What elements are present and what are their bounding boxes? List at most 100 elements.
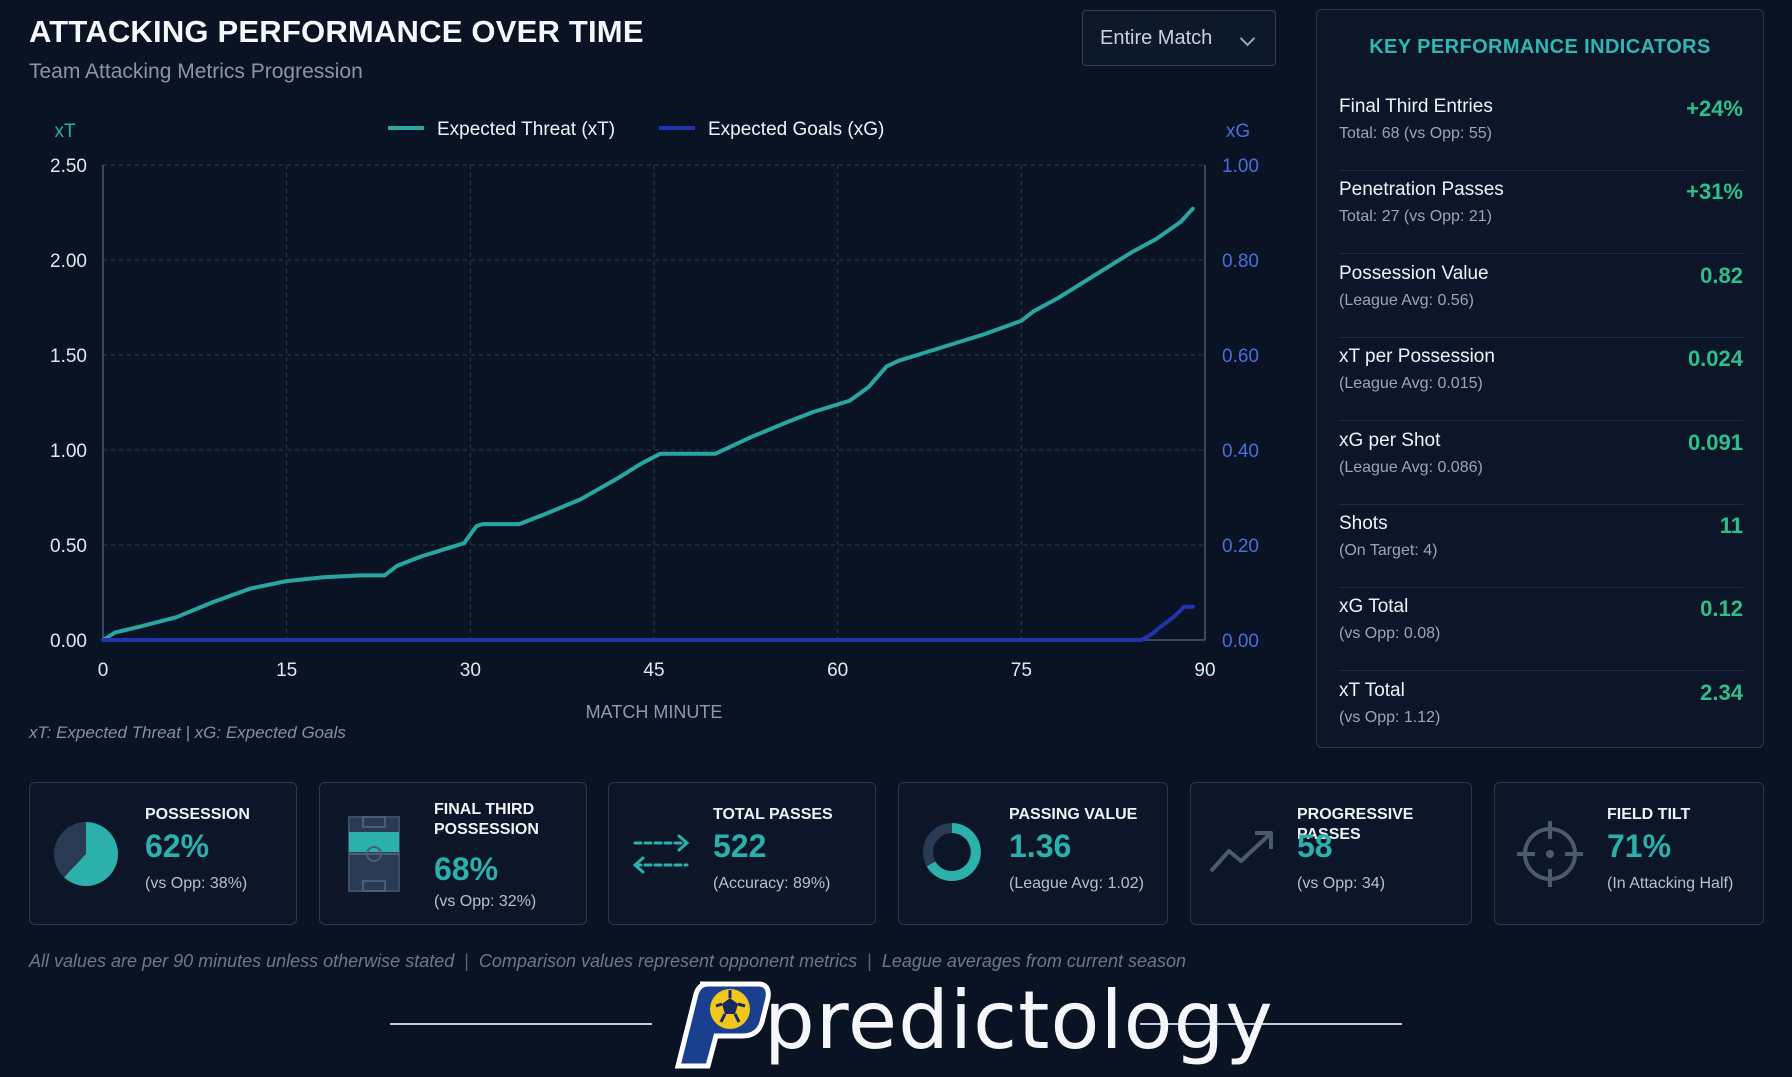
kpi-name: xG Total: [1339, 596, 1409, 618]
y-right-tick-label: 0.20: [1222, 536, 1259, 557]
attacking-line-chart: 0 15 30 45 60 75 90 0.00 0.50 1.00 1.50 2.00 2.50 0.0…: [50, 119, 1259, 722]
stat-label: FINAL THIRD POSSESSION: [434, 801, 539, 838]
pitch-icon: [348, 816, 400, 897]
stat-value: 522: [713, 828, 767, 864]
y-right-tick-label: 1.00: [1222, 156, 1259, 177]
y-left-tick-label: 0.50: [50, 536, 87, 557]
x-tick-label: 0: [98, 660, 109, 681]
y-right-axis-title: xG: [1226, 121, 1250, 142]
brand-divider-right: [1140, 1023, 1402, 1025]
footer-note: All values are per 90 minutes unless oth…: [29, 951, 1186, 971]
kpi-sub: (League Avg: 0.56): [1339, 291, 1474, 309]
x-tick-label: 75: [1011, 660, 1032, 681]
kpi-sub: (League Avg: 0.015): [1339, 375, 1483, 393]
x-tick-label: 90: [1194, 660, 1215, 681]
stat-value: 58: [1297, 828, 1333, 864]
kpi-panel: KEY PERFORMANCE INDICATORS Final Third E…: [1316, 9, 1764, 748]
trend-icon: [1207, 827, 1277, 882]
period-dropdown-value: Entire Match: [1100, 26, 1213, 49]
stat-card-total-passes: TOTAL PASSES 522 (Accuracy: 89%): [608, 782, 876, 925]
y-left-axis-title: xT: [54, 121, 76, 142]
kpi-name: xT Total: [1339, 679, 1405, 701]
kpi-panel-title: KEY PERFORMANCE INDICATORS: [1369, 36, 1711, 58]
stat-sub: (vs Opp: 38%): [145, 875, 248, 892]
x-tick-label: 15: [276, 660, 297, 681]
pie-icon: [52, 820, 120, 893]
stat-sub: (vs Opp: 34): [1297, 875, 1386, 892]
y-left-tick-label: 2.50: [50, 156, 87, 177]
kpi-name: Possession Value: [1339, 262, 1489, 284]
kpi-row: Possession Value (League Avg: 0.56) 0.82: [1339, 254, 1743, 338]
stat-card-progressive-passes: PROGRESSIVE PASSES 58 (vs Opp: 34): [1190, 782, 1472, 925]
kpi-sub: (On Target: 4): [1339, 542, 1438, 559]
legend-label: Expected Goals (xG): [708, 119, 884, 140]
kpi-value: 0.82: [1700, 262, 1743, 288]
stat-value: 71%: [1607, 828, 1672, 864]
stat-value: 1.36: [1009, 828, 1072, 864]
stat-label: FIELD TILT: [1607, 806, 1691, 823]
kpi-row: Penetration Passes Total: 27 (vs Opp: 21)…: [1339, 170, 1743, 255]
x-axis-title: MATCH MINUTE: [586, 702, 723, 722]
kpi-row: xT per Possession (League Avg: 0.015) 0.02…: [1339, 337, 1743, 422]
stat-label: TOTAL PASSES: [713, 806, 833, 823]
kpi-name: Shots: [1339, 513, 1388, 534]
stat-card-field-tilt: FIELD TILT 71% (In Attacking Half): [1494, 782, 1764, 925]
kpi-row: Shots (On Target: 4) 11: [1339, 504, 1743, 588]
kpi-row: xG per Shot (League Avg: 0.086) 0.091: [1339, 421, 1743, 505]
footer-note-1: All values are per 90 minutes unless oth…: [29, 951, 455, 971]
stat-card-final-third-possession: FINAL THIRD POSSESSION 68% (vs Opp: 32%): [319, 782, 587, 925]
kpi-sub: (League Avg: 0.086): [1339, 458, 1483, 476]
y-left-tick-label: 0.00: [50, 631, 87, 652]
kpi-row: xT Total (vs Opp: 1.12) 2.34: [1339, 671, 1743, 754]
kpi-name: xG per Shot: [1339, 429, 1441, 451]
arrows-icon: [629, 829, 693, 884]
stat-label: PROGRESSIVE PASSES: [1297, 806, 1414, 843]
kpi-value: 11: [1719, 513, 1743, 538]
y-left-tick-label: 1.50: [50, 346, 87, 367]
stat-card-passing-value: PASSING VALUE 1.36 (League Avg: 1.02): [898, 782, 1168, 925]
kpi-sub: (vs Opp: 0.08): [1339, 625, 1441, 643]
stat-card-possession: POSSESSION 62% (vs Opp: 38%): [29, 782, 297, 925]
page-title: ATTACKING PERFORMANCE OVER TIME: [29, 14, 644, 49]
kpi-sub: (vs Opp: 1.12): [1339, 708, 1441, 726]
kpi-value: 0.091: [1687, 429, 1743, 455]
legend-label: Expected Threat (xT): [437, 119, 615, 140]
predictology-ball-icon: [674, 981, 771, 1069]
kpi-value: 0.12: [1700, 596, 1743, 622]
brand-name: predictology: [764, 974, 1274, 1067]
y-right-tick-label: 0.60: [1222, 346, 1259, 367]
xt-series-line: [101, 206, 1195, 642]
y-right-tick-label: 0.80: [1222, 251, 1259, 272]
stat-sub: (In Attacking Half): [1607, 875, 1734, 892]
crosshair-icon: [1515, 819, 1585, 894]
brand-divider-left: [390, 1023, 652, 1025]
kpi-row: xG Total (vs Opp: 0.08) 0.12: [1339, 587, 1743, 672]
footer-note-2: Comparison values represent opponent met…: [478, 951, 858, 971]
stat-sub: (League Avg: 1.02): [1009, 875, 1144, 892]
xg-series-line: [101, 604, 1195, 642]
y-left-tick-label: 2.00: [50, 251, 87, 272]
kpi-row: Final Third Entries Total: 68 (vs Opp: 55…: [1339, 87, 1743, 171]
ring-icon: [921, 821, 983, 888]
stat-sub: (vs Opp: 32%): [434, 893, 537, 910]
stat-value: 68%: [434, 851, 499, 887]
x-tick-label: 30: [460, 660, 481, 681]
x-tick-label: 45: [643, 660, 664, 681]
stat-label: POSSESSION: [145, 806, 250, 823]
kpi-name: Penetration Passes: [1339, 179, 1504, 201]
page-subtitle: Team Attacking Metrics Progression: [29, 60, 363, 83]
chart-footnote: xT: Expected Threat | xG: Expected Goals: [29, 723, 346, 742]
y-right-tick-label: 0.40: [1222, 441, 1259, 462]
footer-note-3: League averages from current season: [881, 951, 1186, 971]
kpi-name: Final Third Entries: [1339, 96, 1493, 117]
kpi-value: 0.024: [1687, 346, 1743, 372]
stat-value: 62%: [145, 828, 210, 864]
kpi-value: +31%: [1686, 179, 1743, 205]
kpi-value: +24%: [1686, 96, 1743, 121]
stat-sub: (Accuracy: 89%): [713, 875, 831, 892]
period-dropdown[interactable]: Entire Match: [1082, 10, 1276, 66]
kpi-value: 2.34: [1700, 679, 1743, 705]
chevron-down-icon: [1239, 30, 1256, 47]
x-tick-label: 60: [827, 660, 848, 681]
y-right-tick-label: 0.00: [1222, 631, 1259, 652]
